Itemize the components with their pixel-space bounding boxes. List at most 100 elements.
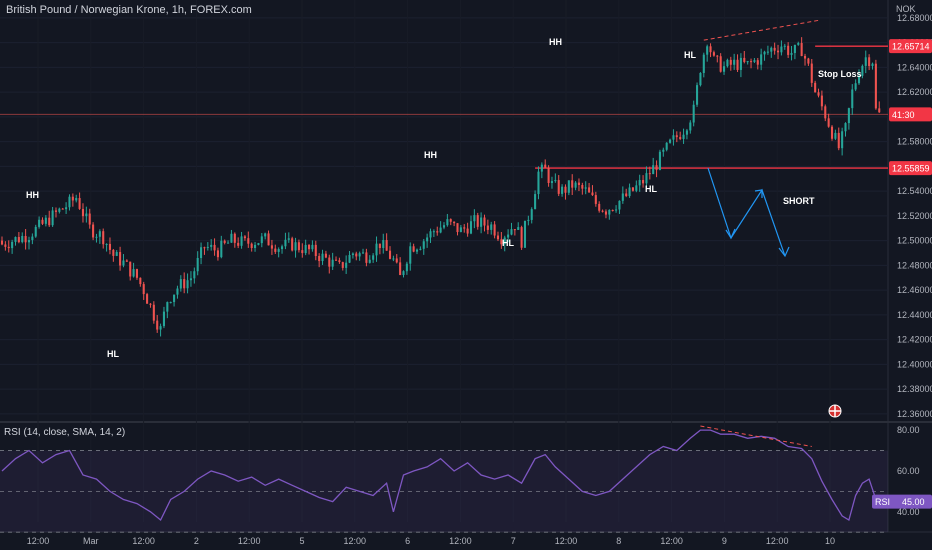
candle (17, 237, 20, 243)
chart-title: British Pound / Norwegian Krone, 1h, FOR… (6, 4, 252, 16)
level-lines (0, 45, 888, 169)
candle (854, 83, 857, 90)
swing-low-label: HL (107, 349, 119, 359)
rsi-indicator-label[interactable]: RSI (14, close, SMA, 14, 2) (4, 427, 126, 438)
candle (44, 217, 47, 224)
candle (527, 219, 530, 221)
candle (631, 187, 634, 191)
time-axis[interactable]: 12:00 Mar 12:00 2 12:00 5 12:00 6 12:00 7 12:00 8 12… (27, 536, 835, 546)
candle (4, 244, 7, 247)
price-tick-label: 12.42000 (897, 335, 932, 345)
candle (71, 196, 74, 201)
candle (496, 235, 500, 240)
candle (372, 255, 375, 260)
time-tick-label: 7 (511, 536, 516, 546)
time-tick-label: 12:00 (132, 536, 155, 546)
candle (176, 288, 179, 295)
candle (476, 215, 479, 227)
rsi-line (1, 429, 880, 522)
candle (338, 260, 341, 263)
candle (105, 243, 108, 245)
time-tick-label: Mar (83, 536, 99, 546)
candle (669, 139, 672, 143)
candle (415, 249, 419, 252)
candle (550, 181, 554, 183)
candle (466, 228, 469, 234)
candle (864, 57, 867, 66)
candle (14, 237, 17, 242)
price-tick-label: 12.64000 (897, 62, 932, 72)
candle (446, 219, 449, 226)
candle (547, 167, 550, 183)
price-tick-label: 12.36000 (897, 409, 932, 419)
price-axis[interactable]: 12.6800012.6600012.6400012.6200012.60000… (872, 13, 932, 517)
candle (260, 236, 263, 244)
candle (814, 82, 817, 93)
candle (554, 180, 557, 182)
rsi-tick-label: 40.00 (897, 507, 920, 517)
short-label: SHORT (783, 196, 815, 206)
candle (307, 244, 311, 250)
candle (419, 248, 422, 250)
time-tick-label: 12:00 (449, 536, 472, 546)
arrow-head-icon (725, 228, 736, 240)
candle (642, 180, 645, 184)
candle (702, 54, 705, 73)
candle (783, 45, 786, 47)
candle (453, 221, 456, 224)
candle (483, 217, 486, 226)
swing-low-label: HL (502, 238, 514, 248)
candle (159, 326, 162, 330)
candle (574, 182, 577, 188)
time-tick-label: 12:00 (660, 536, 683, 546)
swing-low-label: HL (684, 50, 696, 60)
candle (34, 226, 37, 237)
candle (146, 294, 149, 304)
candle (122, 260, 125, 266)
candle (355, 253, 358, 257)
candle (240, 236, 243, 246)
stop-loss-price-tag-bg (889, 39, 932, 54)
candle (689, 122, 692, 131)
price-tick-label: 12.48000 (897, 260, 932, 270)
candle (611, 209, 614, 211)
candle (341, 262, 344, 268)
candle (743, 57, 746, 62)
candle (297, 242, 300, 251)
candle (861, 65, 864, 76)
candle (564, 186, 567, 193)
candle (851, 89, 854, 109)
arrow-head-icon (754, 189, 763, 198)
candle (486, 225, 489, 230)
candle (399, 262, 402, 276)
candle (513, 229, 516, 231)
candle (216, 250, 219, 258)
candle (753, 60, 756, 62)
candle (874, 63, 877, 109)
candle (598, 203, 601, 211)
candle (591, 192, 594, 196)
candle (274, 248, 277, 252)
time-tick-label: 12:00 (766, 536, 789, 546)
candle (658, 151, 661, 170)
candle (682, 134, 685, 139)
candle (608, 209, 611, 215)
rsi-tag-name: RSI (875, 497, 890, 507)
candle (807, 58, 810, 64)
countdown-tag-bg (889, 107, 932, 122)
candle (334, 259, 338, 261)
candle (810, 63, 813, 83)
candle (844, 123, 847, 132)
forecast-path (707, 167, 786, 257)
divergence-line-rsi (700, 425, 812, 447)
candle (65, 207, 68, 210)
candle (294, 242, 297, 251)
candle (41, 219, 44, 224)
candle (463, 227, 466, 229)
swing-low-label: HL (645, 184, 657, 194)
candle (847, 108, 850, 124)
candle (749, 61, 753, 63)
candle (392, 258, 395, 260)
price-tick-label: 12.38000 (897, 384, 932, 394)
